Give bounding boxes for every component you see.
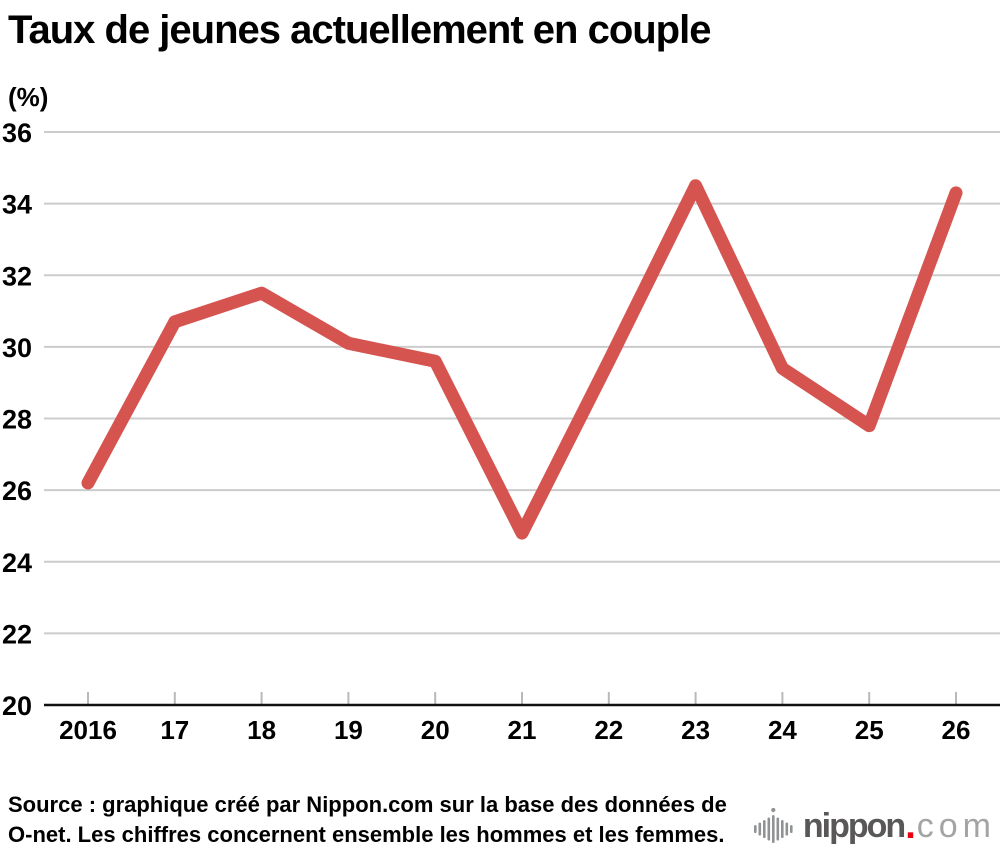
unit-label: (%) bbox=[8, 82, 49, 112]
line-chart: 20 22 24 26 28 30 32 34 36 2016 17 18 19 20 21 22 23 24 25… bbox=[2, 118, 1000, 745]
y-tick-label: 22 bbox=[2, 619, 32, 649]
x-tick-label: 21 bbox=[508, 715, 537, 745]
y-tick-label: 24 bbox=[2, 548, 32, 578]
x-tick-label: 22 bbox=[594, 715, 623, 745]
y-tick-label: 32 bbox=[2, 261, 32, 291]
y-tick-label: 26 bbox=[2, 476, 32, 506]
nippon-logo: nippon . com bbox=[753, 803, 996, 849]
y-tick-label: 20 bbox=[2, 691, 32, 721]
y-tick-label: 36 bbox=[2, 118, 32, 148]
x-tick-label: 24 bbox=[768, 715, 797, 745]
y-tick-label: 28 bbox=[2, 405, 32, 435]
chart-title: Taux de jeunes actuellement en couple bbox=[8, 8, 711, 52]
logo-wordmark: nippon bbox=[802, 806, 906, 845]
logo-tld: com bbox=[916, 806, 996, 845]
y-tick-label: 34 bbox=[2, 190, 32, 220]
x-tick-label: 19 bbox=[334, 715, 363, 745]
source-line-2: O-net. Les chiffres concernent ensemble … bbox=[8, 822, 725, 847]
y-tick-label: 30 bbox=[2, 333, 32, 363]
x-tick-label: 2016 bbox=[59, 715, 117, 745]
source-note: Source : graphique créé par Nippon.com s… bbox=[8, 790, 727, 850]
x-tick-label: 25 bbox=[855, 715, 884, 745]
x-tick-label: 20 bbox=[421, 715, 450, 745]
data-line bbox=[81, 179, 963, 540]
x-tick-label: 23 bbox=[681, 715, 710, 745]
source-line-1: Source : graphique créé par Nippon.com s… bbox=[8, 792, 727, 817]
x-tick-label: 17 bbox=[160, 715, 189, 745]
x-tick-label: 26 bbox=[942, 715, 971, 745]
soundwave-icon bbox=[753, 807, 793, 843]
x-tick-label: 18 bbox=[247, 715, 276, 745]
